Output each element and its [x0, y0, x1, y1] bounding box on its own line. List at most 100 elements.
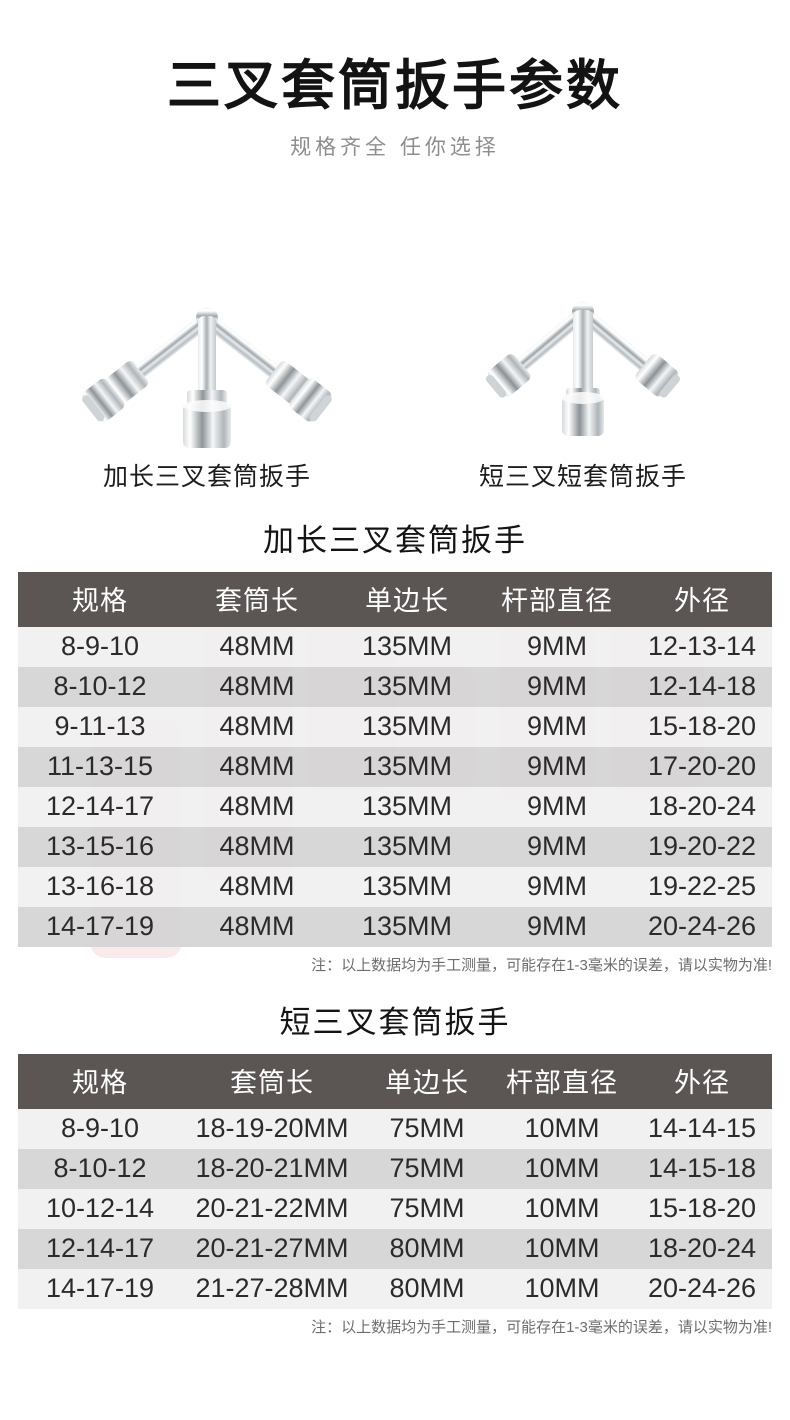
table-note: 注：以上数据均为手工测量，可能存在1-3毫米的误差，请以实物为准! — [311, 1318, 772, 1336]
cell-socket-length: 48MM — [182, 626, 332, 667]
column-header-outer-diameter: 外径 — [632, 1053, 772, 1109]
cell-spec: 8-9-10 — [18, 1108, 182, 1149]
page-subtitle: 规格齐全 任你选择 — [290, 135, 500, 159]
product-card-short: 短三叉短套筒扳手 — [409, 187, 757, 493]
table-row: 8-10-12 48MM 135MM 9MM 12-14-18 — [18, 666, 772, 707]
spec-table-short-body: 8-9-10 18-19-20MM 75MM 10MM 14-14-15 8-10-12… — [18, 1108, 772, 1309]
y-socket-wrench-short-icon — [409, 187, 757, 455]
table-heading: 加长三叉套筒扳手 — [263, 522, 527, 558]
cell-side-length: 135MM — [332, 626, 482, 667]
column-header-side-length: 单边长 — [362, 1053, 492, 1109]
cell-spec: 12-14-17 — [18, 786, 182, 827]
table-heading: 短三叉套筒扳手 — [279, 1004, 511, 1040]
cell-shaft-diameter: 10MM — [492, 1108, 632, 1149]
product-gallery: 加长三叉套筒扳手 — [0, 187, 790, 493]
table-row: 12-14-17 20-21-27MM 80MM 10MM 18-20-24 — [18, 1228, 772, 1269]
cell-shaft-diameter: 9MM — [482, 906, 632, 947]
cell-side-length: 135MM — [332, 906, 482, 947]
cell-spec: 14-17-19 — [18, 906, 182, 947]
column-header-shaft-diameter: 杆部直径 — [482, 571, 632, 627]
cell-socket-length: 48MM — [182, 666, 332, 707]
cell-socket-length: 48MM — [182, 786, 332, 827]
table-header-row: 规格 套筒长 单边长 杆部直径 外径 — [18, 1053, 772, 1109]
cell-outer-diameter: 19-20-22 — [632, 826, 772, 867]
cell-side-length: 80MM — [362, 1228, 492, 1269]
cell-spec: 8-10-12 — [18, 666, 182, 707]
cell-outer-diameter: 19-22-25 — [632, 866, 772, 907]
cell-shaft-diameter: 9MM — [482, 626, 632, 667]
cell-shaft-diameter: 9MM — [482, 706, 632, 747]
column-header-side-length: 单边长 — [332, 571, 482, 627]
cell-side-length: 80MM — [362, 1268, 492, 1309]
table-row: 14-17-19 21-27-28MM 80MM 10MM 20-24-26 — [18, 1268, 772, 1309]
cell-socket-length: 48MM — [182, 706, 332, 747]
cell-socket-length: 20-21-27MM — [182, 1228, 362, 1269]
table-row: 10-12-14 20-21-22MM 75MM 10MM 15-18-20 — [18, 1188, 772, 1229]
cell-socket-length: 18-20-21MM — [182, 1148, 362, 1189]
cell-socket-length: 20-21-22MM — [182, 1188, 362, 1229]
spec-table-block-short: 短三叉套筒扳手 规格 套筒长 单边长 杆部直径 外径 8-9-10 18-19-2… — [0, 997, 790, 1337]
column-header-spec: 规格 — [18, 571, 182, 627]
cell-shaft-diameter: 10MM — [492, 1148, 632, 1189]
cell-outer-diameter: 18-20-24 — [632, 786, 772, 827]
spec-table-block-long: 加长三叉套筒扳手 规格 套筒长 单边长 杆部直径 外径 8-9-10 48MM 13… — [0, 515, 790, 975]
cell-spec: 10-12-14 — [18, 1188, 182, 1229]
cell-shaft-diameter: 9MM — [482, 746, 632, 787]
cell-outer-diameter: 12-14-18 — [632, 666, 772, 707]
cell-outer-diameter: 12-13-14 — [632, 626, 772, 667]
cell-side-length: 75MM — [362, 1188, 492, 1229]
cell-shaft-diameter: 10MM — [492, 1268, 632, 1309]
cell-outer-diameter: 17-20-20 — [632, 746, 772, 787]
cell-socket-length: 48MM — [182, 906, 332, 947]
cell-spec: 13-16-18 — [18, 866, 182, 907]
table-row: 8-9-10 18-19-20MM 75MM 10MM 14-14-15 — [18, 1108, 772, 1149]
cell-spec: 13-15-16 — [18, 826, 182, 867]
cell-side-length: 75MM — [362, 1108, 492, 1149]
cell-socket-length: 21-27-28MM — [182, 1268, 362, 1309]
table-row: 12-14-17 48MM 135MM 9MM 18-20-24 — [18, 786, 772, 827]
cell-shaft-diameter: 9MM — [482, 826, 632, 867]
table-row: 14-17-19 48MM 135MM 9MM 20-24-26 — [18, 906, 772, 947]
table-row: 9-11-13 48MM 135MM 9MM 15-18-20 — [18, 706, 772, 747]
table-note: 注：以上数据均为手工测量，可能存在1-3毫米的误差，请以实物为准! — [311, 956, 772, 974]
product-caption: 加长三叉套筒扳手 — [102, 462, 311, 491]
table-row: 8-10-12 18-20-21MM 75MM 10MM 14-15-18 — [18, 1148, 772, 1189]
cell-side-length: 135MM — [332, 706, 482, 747]
cell-socket-length: 18-19-20MM — [182, 1108, 362, 1149]
table-row: 11-13-15 48MM 135MM 9MM 17-20-20 — [18, 746, 772, 787]
column-header-spec: 规格 — [18, 1053, 182, 1109]
cell-spec: 14-17-19 — [18, 1268, 182, 1309]
spec-table-long-body: 8-9-10 48MM 135MM 9MM 12-13-14 8-10-12 48MM 13… — [18, 626, 772, 947]
cell-side-length: 135MM — [332, 666, 482, 707]
table-row: 13-16-18 48MM 135MM 9MM 19-22-25 — [18, 866, 772, 907]
cell-side-length: 135MM — [332, 866, 482, 907]
cell-shaft-diameter: 9MM — [482, 866, 632, 907]
cell-outer-diameter: 15-18-20 — [632, 1188, 772, 1229]
cell-shaft-diameter: 9MM — [482, 666, 632, 707]
column-header-outer-diameter: 外径 — [632, 571, 772, 627]
cell-outer-diameter: 14-15-18 — [632, 1148, 772, 1189]
cell-outer-diameter: 20-24-26 — [632, 906, 772, 947]
spec-table-short: 规格 套筒长 单边长 杆部直径 外径 8-9-10 18-19-20MM 75MM 1… — [18, 1053, 772, 1309]
cell-shaft-diameter: 9MM — [482, 786, 632, 827]
cell-socket-length: 48MM — [182, 826, 332, 867]
product-card-long: 加长三叉套筒扳手 — [33, 187, 381, 493]
table-row: 13-15-16 48MM 135MM 9MM 19-20-22 — [18, 826, 772, 867]
column-header-socket-length: 套筒长 — [182, 571, 332, 627]
cell-shaft-diameter: 10MM — [492, 1188, 632, 1229]
page-title: 三叉套筒扳手参数 — [167, 56, 623, 116]
cell-side-length: 135MM — [332, 786, 482, 827]
column-header-shaft-diameter: 杆部直径 — [492, 1053, 632, 1109]
cell-spec: 8-10-12 — [18, 1148, 182, 1189]
column-header-socket-length: 套筒长 — [182, 1053, 362, 1109]
page-header: 三叉套筒扳手参数 规格齐全 任你选择 — [0, 0, 790, 161]
cell-side-length: 135MM — [332, 826, 482, 867]
spec-table-long: 规格 套筒长 单边长 杆部直径 外径 8-9-10 48MM 135MM 9MM 12-… — [18, 571, 772, 947]
table-row: 8-9-10 48MM 135MM 9MM 12-13-14 — [18, 626, 772, 667]
cell-spec: 11-13-15 — [18, 746, 182, 787]
cell-spec: 9-11-13 — [18, 706, 182, 747]
product-caption: 短三叉短套筒扳手 — [478, 462, 687, 491]
cell-outer-diameter: 20-24-26 — [632, 1268, 772, 1309]
cell-spec: 12-14-17 — [18, 1228, 182, 1269]
cell-side-length: 135MM — [332, 746, 482, 787]
